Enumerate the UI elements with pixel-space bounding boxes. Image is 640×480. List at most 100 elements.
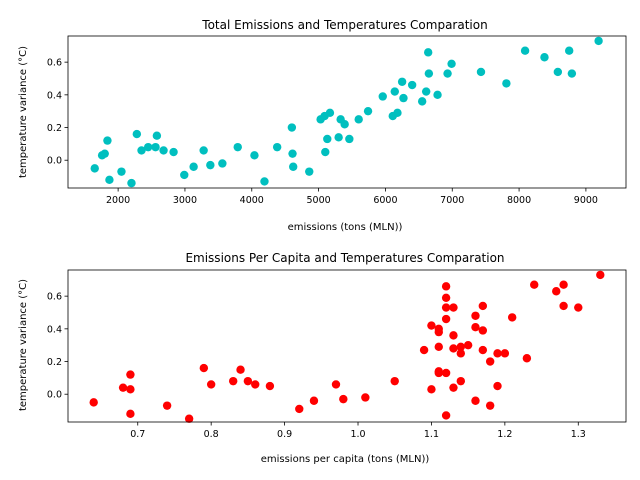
data-point [553, 67, 563, 77]
data-point [441, 293, 451, 302]
data-point [378, 92, 387, 101]
x-tick-label: 1.1 [424, 429, 439, 440]
data-point [184, 414, 194, 423]
data-points [89, 270, 605, 423]
data-point [485, 357, 495, 366]
data-point [441, 282, 451, 291]
data-point [540, 53, 549, 62]
data-point [162, 401, 172, 410]
data-point [363, 106, 373, 116]
data-point [228, 376, 238, 386]
data-point [449, 303, 458, 312]
y-tick-label: 0.0 [47, 390, 62, 401]
data-point [236, 365, 245, 374]
x-ticks: 2000 3000 4000 5000 6000 7000 8000 9000 [106, 188, 598, 206]
data-point [103, 136, 112, 145]
data-point [447, 59, 456, 68]
data-point [390, 87, 399, 96]
data-point [323, 134, 332, 144]
x-tick-label: 2000 [106, 195, 130, 206]
data-point [564, 46, 574, 55]
data-point [552, 287, 561, 296]
data-point [434, 368, 443, 378]
x-tick-label: 6000 [373, 195, 397, 206]
y-axis-label: temperature variance (°C) [18, 46, 29, 178]
data-point [530, 280, 539, 289]
chart-total-emissions: Total Emissions and Temperatures Compara… [18, 18, 627, 233]
chart-title: Emissions Per Capita and Temperatures Co… [185, 251, 504, 265]
data-point [272, 142, 282, 152]
data-point [434, 342, 443, 352]
data-point [305, 167, 314, 176]
data-point [206, 160, 215, 170]
data-point [427, 321, 436, 330]
data-point [559, 280, 568, 289]
x-tick-label: 0.7 [130, 429, 145, 440]
x-tick-label: 1.3 [571, 429, 586, 440]
data-point [417, 97, 427, 106]
data-point [331, 380, 341, 389]
data-point [596, 270, 605, 280]
data-point [243, 376, 253, 386]
y-tick-label: 0.6 [47, 58, 62, 69]
data-point [218, 159, 227, 168]
data-point [117, 167, 126, 176]
data-point [393, 108, 402, 118]
x-tick-label: 0.9 [277, 429, 292, 440]
data-point [522, 354, 532, 363]
x-axis-label: emissions (tons (MLN)) [288, 222, 403, 233]
data-point [493, 381, 502, 391]
plot-frame [67, 269, 627, 423]
data-point [289, 162, 298, 171]
plot-frame [67, 35, 627, 189]
data-point [423, 48, 433, 57]
y-tick-label: 0.6 [47, 292, 62, 303]
data-point [456, 349, 466, 358]
data-point [421, 87, 431, 96]
data-point [354, 115, 363, 124]
data-point [419, 345, 429, 355]
data-point [206, 380, 216, 389]
data-point [441, 303, 451, 312]
data-point [126, 385, 135, 394]
data-point [407, 80, 417, 90]
data-point [485, 401, 495, 410]
data-point [265, 381, 275, 391]
data-point [478, 326, 488, 335]
data-point [463, 340, 473, 350]
x-tick-label: 4000 [240, 195, 264, 206]
data-point [449, 331, 458, 340]
data-point [199, 363, 209, 373]
data-point [309, 396, 319, 405]
data-point [471, 396, 480, 405]
data-point [132, 129, 142, 139]
x-tick-label: 1.0 [350, 429, 365, 440]
data-point [288, 149, 297, 158]
data-point [443, 69, 452, 78]
data-points [90, 36, 603, 188]
data-point [441, 314, 451, 324]
data-point [476, 67, 486, 77]
data-point [295, 404, 304, 414]
data-point [478, 345, 488, 355]
y-tick-label: 0.2 [47, 123, 62, 134]
data-point [594, 36, 603, 46]
data-point [441, 411, 451, 420]
data-point [137, 146, 146, 155]
data-point [90, 164, 99, 173]
data-point [471, 323, 480, 332]
data-point [390, 376, 399, 386]
data-point [118, 383, 128, 392]
x-tick-label: 5000 [307, 195, 331, 206]
data-point [151, 142, 160, 152]
data-point [361, 393, 370, 402]
data-point [100, 149, 109, 158]
y-ticks: 0.0 0.2 0.4 0.6 [47, 292, 68, 401]
data-point [260, 177, 269, 186]
data-point [574, 303, 583, 312]
data-point [345, 134, 354, 144]
data-point [180, 170, 189, 180]
chart-per-capita-emissions: Emissions Per Capita and Temperatures Co… [18, 251, 627, 465]
y-tick-label: 0.0 [47, 156, 62, 167]
